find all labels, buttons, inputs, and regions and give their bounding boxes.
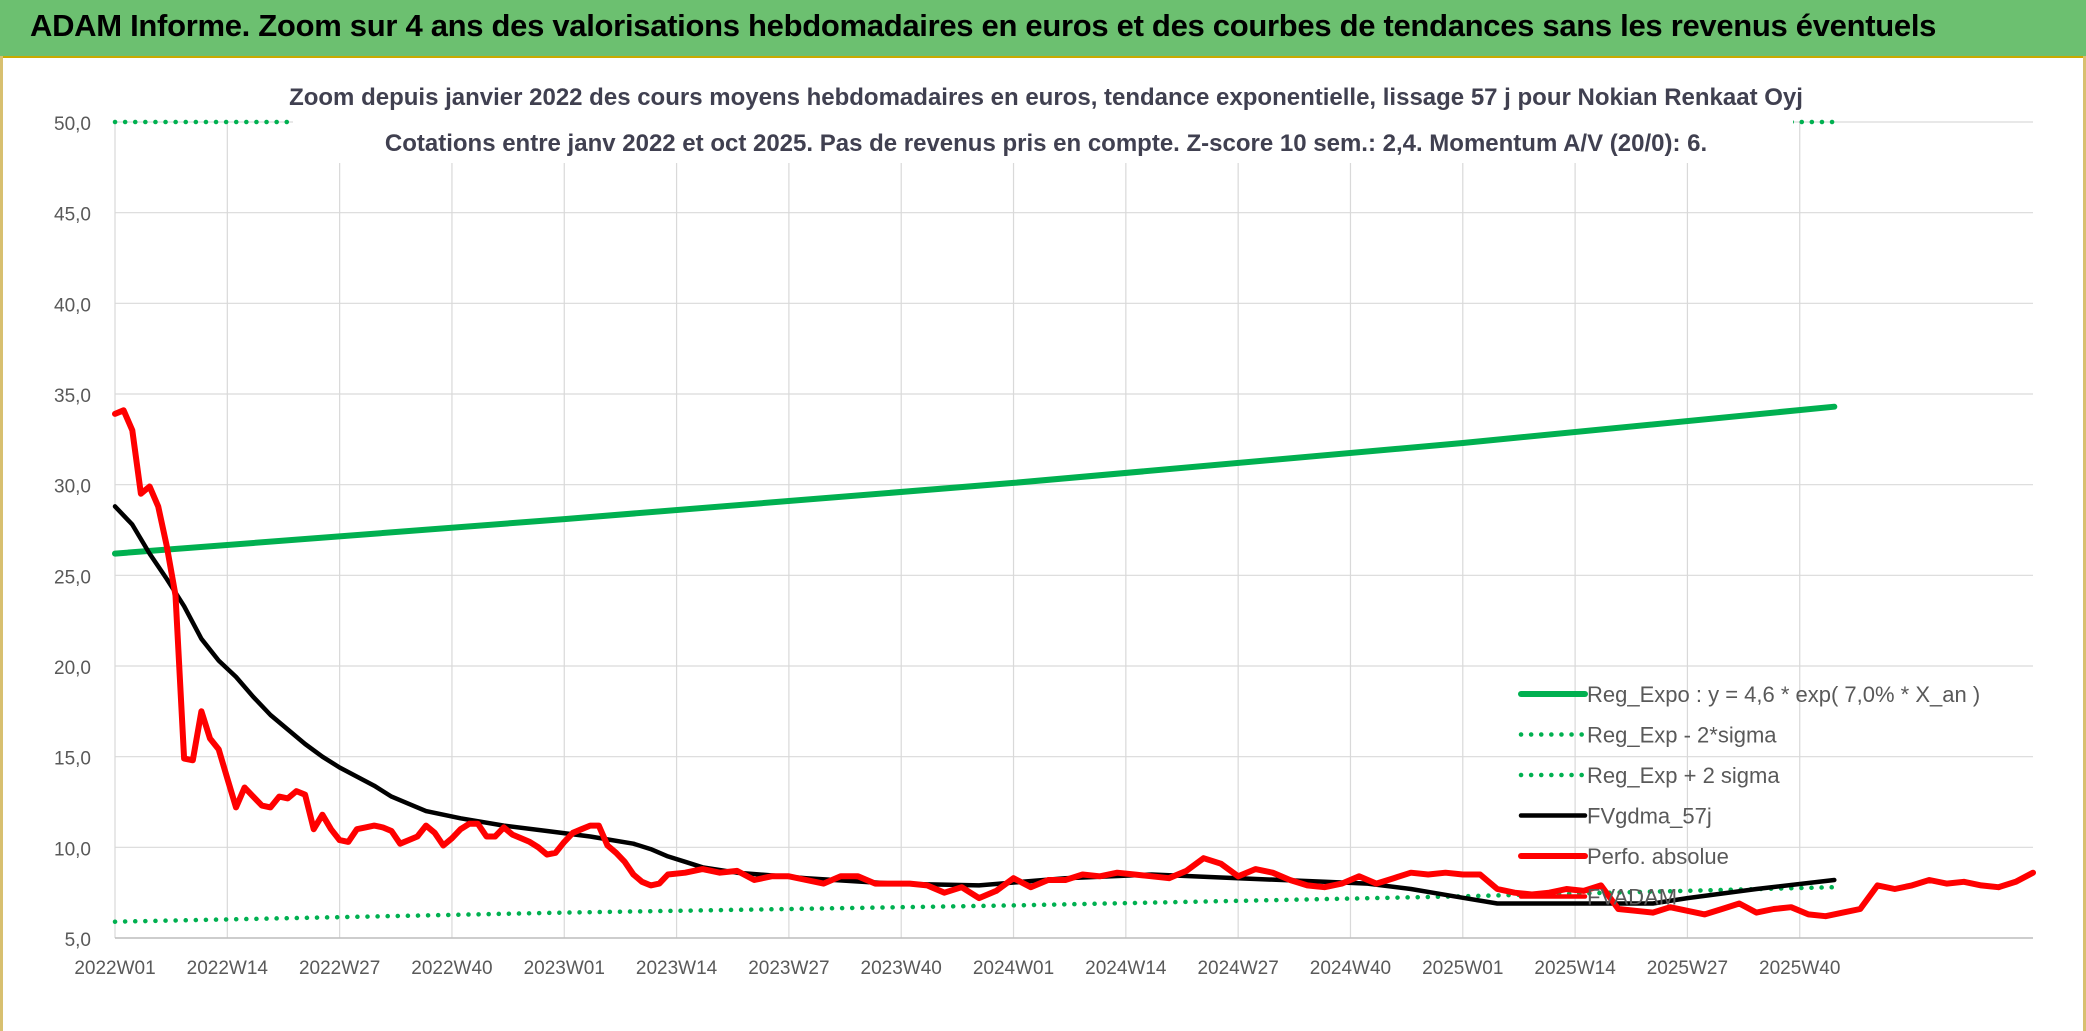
- x-tick-label: 2022W01: [74, 958, 155, 979]
- x-tick-label: 2024W27: [1197, 958, 1278, 979]
- y-tick-label: 35,0: [54, 386, 91, 407]
- series-line-reg-exp: [112, 884, 1837, 924]
- series-line-fvgdma-57j: [112, 504, 1837, 906]
- axis-layer: 5,0 10,0 15,0 20,0 25,0 30,0 35,0 40,0 45,0 50,0 2…: [54, 114, 2033, 979]
- y-tick-label: 30,0: [54, 477, 91, 498]
- x-tick-label: 2025W14: [1534, 958, 1616, 979]
- title-backdrop: [293, 68, 1793, 163]
- chart-svg: 5,0 10,0 15,0 20,0 25,0 30,0 35,0 40,0 45,0 50,0 2…: [54, 68, 2036, 979]
- y-tick-label: 25,0: [54, 567, 91, 588]
- x-tick-label: 2023W01: [524, 958, 605, 979]
- y-tick-label: 15,0: [54, 749, 91, 770]
- legend-label: Reg_Exp + 2 sigma: [1587, 763, 1780, 788]
- y-tick-label: 10,0: [54, 839, 91, 860]
- series-layer: [112, 119, 2036, 924]
- legend-label: Reg_Expo : y = 4,6 * exp( 7,0% * X_an ): [1587, 682, 1980, 707]
- legend-label: Reg_Exp - 2*sigma: [1587, 723, 1777, 748]
- x-tick-label: 2022W40: [411, 958, 492, 979]
- y-tick-label: 5,0: [65, 930, 91, 951]
- series-line-reg-expo: [112, 403, 1838, 557]
- x-tick-label: 2025W27: [1647, 958, 1728, 979]
- chart-subtitle: Cotations entre janv 2022 et oct 2025. P…: [385, 130, 1707, 157]
- chart-title: Zoom depuis janvier 2022 des cours moyen…: [289, 84, 1803, 111]
- x-tick-label: 2024W01: [973, 958, 1054, 979]
- x-tick-label: 2025W40: [1759, 958, 1840, 979]
- legend-label: FVADAM: [1587, 885, 1677, 910]
- y-tick-label: 50,0: [54, 114, 91, 135]
- x-tick-label: 2024W14: [1085, 958, 1167, 979]
- x-tick-label: 2023W14: [636, 958, 718, 979]
- chart-area: 5,0 10,0 15,0 20,0 25,0 30,0 35,0 40,0 45,0 50,0 2…: [0, 56, 2086, 1031]
- report-title: ADAM Informe. Zoom sur 4 ans des valoris…: [30, 8, 1937, 43]
- x-tick-label: 2023W27: [748, 958, 829, 979]
- report-header-bar: ADAM Informe. Zoom sur 4 ans des valoris…: [0, 0, 2086, 58]
- y-tick-label: 45,0: [54, 205, 91, 226]
- legend-label: FVgdma_57j: [1587, 804, 1712, 829]
- x-tick-label: 2023W40: [861, 958, 942, 979]
- x-tick-label: 2022W27: [299, 958, 380, 979]
- y-tick-label: 20,0: [54, 658, 91, 679]
- legend: Reg_Expo : y = 4,6 * exp( 7,0% * X_an ) R…: [1518, 682, 1980, 910]
- series-line-perfo-: [112, 407, 2036, 920]
- x-tick-label: 2024W40: [1310, 958, 1391, 979]
- x-tick-label: 2022W14: [187, 958, 269, 979]
- y-tick-label: 40,0: [54, 295, 91, 316]
- x-tick-label: 2025W01: [1422, 958, 1503, 979]
- legend-label: Perfo. absolue: [1587, 844, 1729, 869]
